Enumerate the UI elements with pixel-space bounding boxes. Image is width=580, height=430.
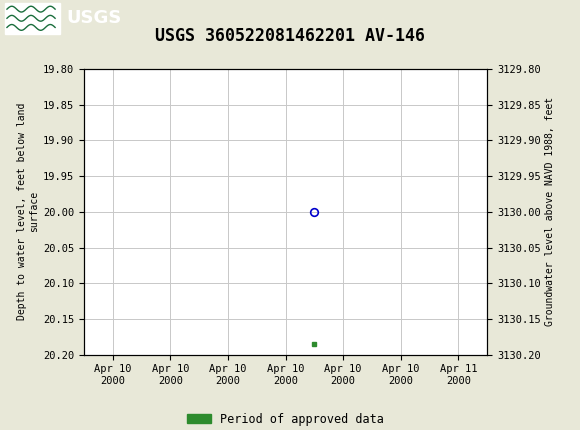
Legend: Period of approved data: Period of approved data xyxy=(183,408,389,430)
Text: USGS 360522081462201 AV-146: USGS 360522081462201 AV-146 xyxy=(155,27,425,45)
Y-axis label: Groundwater level above NAVD 1988, feet: Groundwater level above NAVD 1988, feet xyxy=(545,97,555,326)
Y-axis label: Depth to water level, feet below land
surface: Depth to water level, feet below land su… xyxy=(17,103,39,320)
FancyBboxPatch shape xyxy=(5,3,60,34)
Text: USGS: USGS xyxy=(67,9,122,27)
